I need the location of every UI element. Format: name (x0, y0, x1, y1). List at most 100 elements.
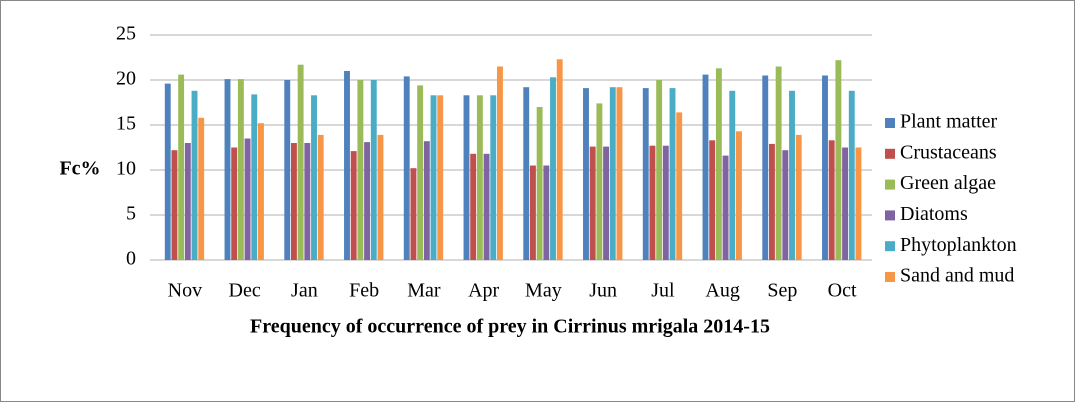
bar (430, 95, 437, 260)
bar (164, 83, 171, 260)
x-tick-label: Aug (705, 280, 739, 302)
bar (483, 153, 490, 260)
bar (403, 76, 410, 261)
bar (198, 117, 205, 260)
bar (828, 140, 835, 260)
bar (822, 75, 828, 260)
bar (184, 143, 191, 260)
bar (258, 123, 264, 260)
bar (529, 165, 536, 260)
bar (251, 94, 258, 261)
legend-label: Green algae (900, 172, 996, 194)
bar (437, 95, 444, 260)
bar (676, 112, 683, 261)
bar (848, 90, 855, 260)
bar (768, 143, 775, 260)
bar (583, 88, 589, 260)
bar (835, 60, 842, 261)
bar (669, 88, 676, 260)
bar (470, 153, 477, 260)
bar (523, 87, 530, 260)
bar (729, 90, 736, 260)
x-tick-label: Jan (291, 280, 318, 302)
bar (782, 150, 789, 260)
bar (191, 90, 198, 260)
bar (662, 145, 669, 260)
bar (536, 107, 543, 260)
bar (649, 145, 656, 260)
bar (702, 74, 709, 260)
bar (789, 90, 795, 260)
bar (656, 80, 663, 260)
bar (231, 147, 238, 260)
bar (556, 59, 563, 260)
y-tick-label: 15 (116, 113, 136, 135)
bar (497, 66, 503, 260)
bar (290, 143, 297, 260)
bar (616, 87, 623, 260)
bar (350, 151, 357, 260)
bar (642, 88, 649, 260)
y-tick-label: 10 (116, 158, 136, 180)
bar (297, 64, 304, 260)
legend-label: Sand and mud (900, 265, 1014, 287)
bar (842, 147, 849, 260)
bar (736, 131, 742, 260)
legend-label: Crustaceans (900, 141, 997, 163)
legend-label: Plant matter (900, 111, 998, 133)
legend-swatch (885, 118, 895, 128)
bar (715, 68, 722, 260)
x-tick-label: Feb (349, 280, 379, 302)
y-tick-label: 20 (116, 68, 136, 90)
bar (410, 168, 417, 260)
bar (171, 150, 178, 260)
bar (543, 165, 550, 260)
bar (609, 87, 616, 260)
legend-label: Phytoplankton (900, 234, 1017, 256)
bar (344, 71, 350, 260)
legend-swatch (885, 210, 895, 221)
bar (224, 79, 231, 260)
y-tick-label: 25 (116, 23, 136, 45)
legend-swatch (885, 241, 895, 252)
y-tick-label: 0 (126, 248, 136, 270)
x-tick-label: Oct (828, 280, 857, 302)
bar (762, 75, 769, 260)
x-tick-label: Apr (468, 280, 499, 302)
bar (490, 95, 497, 260)
bar (795, 134, 802, 260)
bar (311, 95, 317, 260)
legend-label: Diatoms (900, 203, 968, 225)
legend-swatch (885, 179, 895, 190)
legend-swatch (885, 148, 895, 159)
bar (284, 80, 291, 260)
x-tick-label: Mar (407, 280, 441, 302)
bar (377, 134, 384, 260)
bar (596, 103, 603, 261)
bar (178, 74, 185, 260)
bar (244, 138, 251, 260)
chart-title: Frequency of occurrence of prey in Cirri… (250, 316, 770, 338)
bar (304, 143, 311, 260)
legend-swatch (885, 272, 895, 282)
x-tick-label: Jul (651, 280, 675, 302)
x-tick-label: Dec (229, 280, 261, 302)
y-axis-label: Fc% (59, 158, 100, 180)
bar (317, 134, 324, 260)
bar (463, 95, 470, 260)
bar (237, 79, 244, 260)
bar (476, 95, 483, 260)
bar (370, 80, 377, 260)
bar (364, 142, 371, 260)
x-tick-label: Nov (168, 280, 202, 302)
bar (603, 146, 610, 260)
bar (550, 77, 556, 260)
bar (775, 66, 782, 260)
bar (589, 146, 596, 260)
x-tick-label: Sep (767, 280, 797, 302)
bar (855, 147, 862, 260)
x-tick-label: May (525, 280, 562, 302)
bar (423, 141, 430, 260)
bar (709, 140, 716, 260)
